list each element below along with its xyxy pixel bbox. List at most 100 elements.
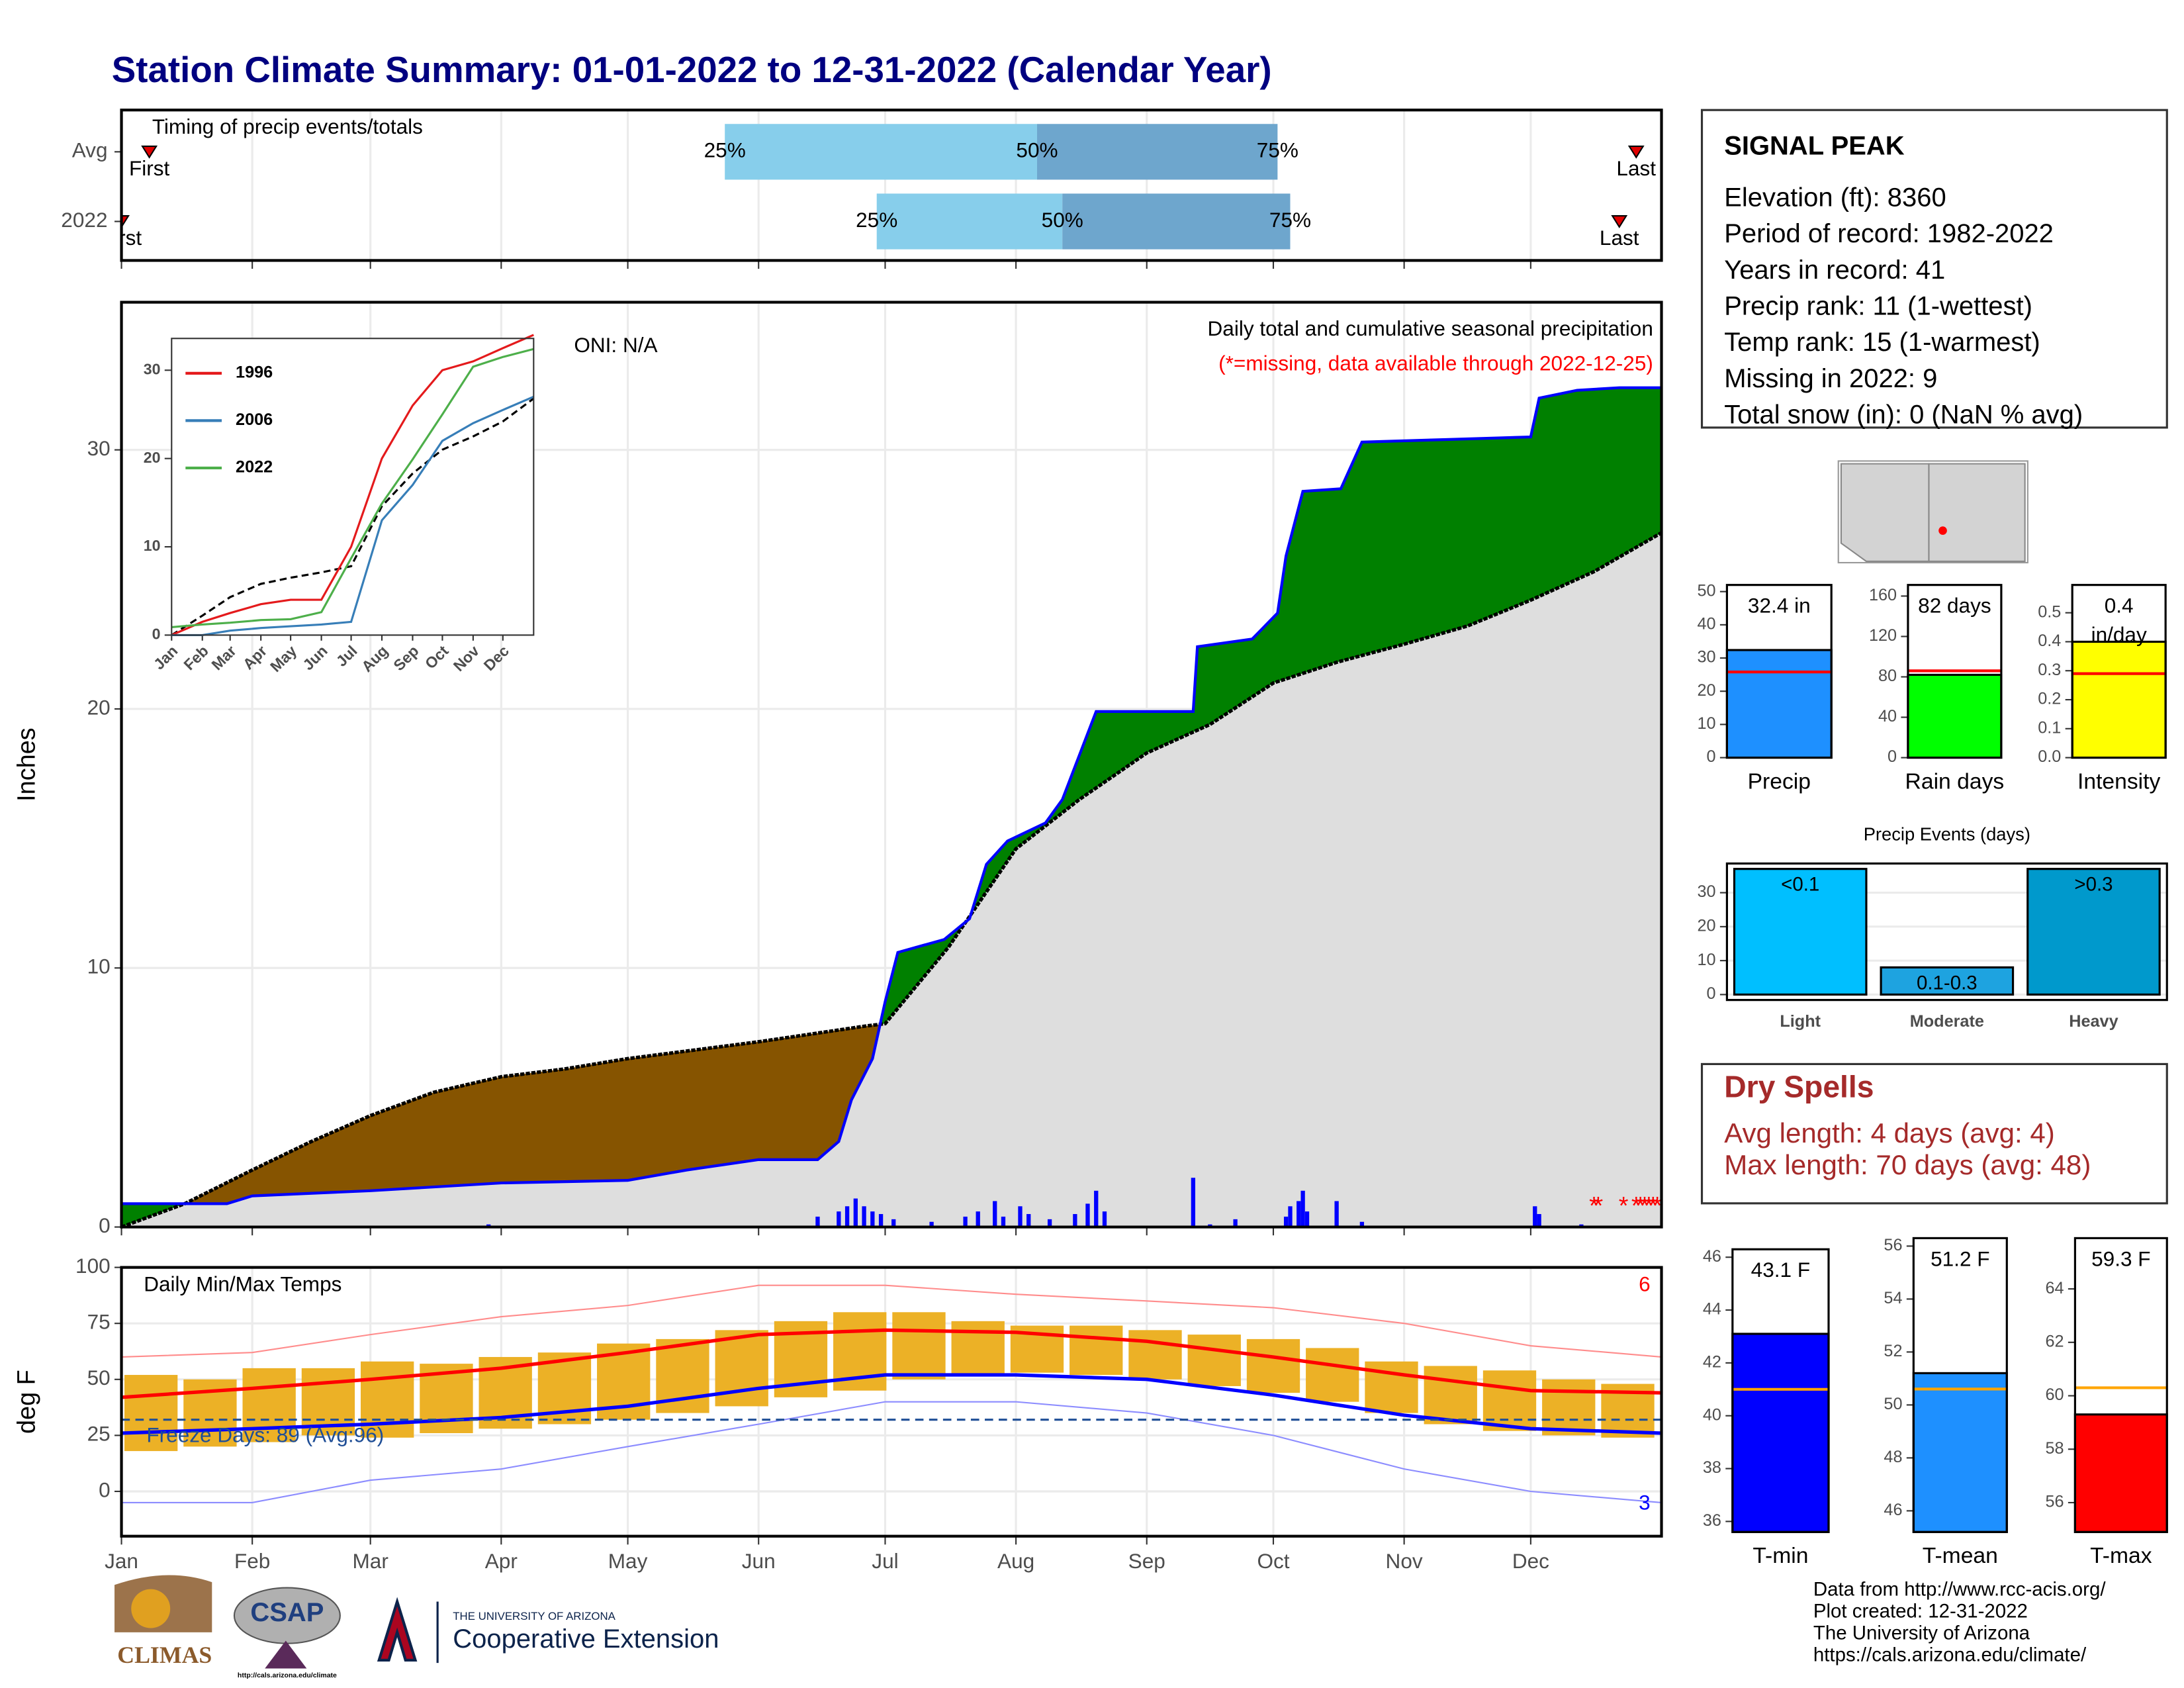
daily-precip-bar (878, 1214, 884, 1227)
csap-text: CSAP (250, 1598, 324, 1627)
quartile-label: 75% (1269, 208, 1311, 232)
temp-range-bar (1128, 1330, 1182, 1380)
info-line: Elevation (ft): 8360 (1724, 183, 1946, 212)
quartile-label: 25% (856, 208, 897, 232)
x-tick-label: Aug (997, 1549, 1034, 1573)
daily-precip-bar (1304, 1211, 1310, 1227)
y-tick-label: 64 (2045, 1279, 2064, 1297)
value-label: 51.2 F (1931, 1246, 1989, 1270)
category-label: Rain days (1905, 769, 2005, 794)
daily-precip-bar (993, 1201, 997, 1227)
annotation: ONI: N/A (574, 333, 657, 357)
y-tick-label: 62 (2045, 1332, 2064, 1350)
quartile-bar (1062, 193, 1291, 250)
summary-bar (1912, 1372, 2008, 1533)
chart-title: Daily total and cumulative seasonal prec… (1208, 316, 1653, 340)
quartile-label: 50% (1016, 138, 1058, 162)
x-tick-label: Jan (105, 1549, 138, 1573)
event-marker (141, 145, 158, 159)
quartile-bar (1036, 124, 1278, 180)
missing-marker: * (1653, 1192, 1662, 1220)
x-tick-label: Feb (234, 1549, 270, 1573)
map-state (1840, 463, 1930, 562)
freeze-annotation: Freeze Days: 89 (Avg:96) (146, 1423, 384, 1446)
event-label: Last (1600, 226, 1639, 250)
series-line (171, 395, 534, 636)
base-area (121, 387, 1662, 1227)
y-tick-label: 0 (1888, 747, 1897, 766)
bin-label: >0.3 (2074, 874, 2113, 896)
plot-frame (1912, 1237, 2008, 1533)
missing-marker: * (1640, 1192, 1650, 1220)
footer-line: Plot created: 12-31-2022 (1813, 1601, 2028, 1622)
y-tick-label: 50 (1697, 581, 1715, 600)
category-label: Moderate (1910, 1012, 1984, 1031)
dry-spell-line: Max length: 70 days (avg: 48) (1724, 1149, 2091, 1180)
y-tick-label: 20 (144, 449, 161, 466)
average-line (171, 397, 535, 636)
daily-precip-bar (1288, 1206, 1293, 1227)
y-tick-label: 52 (1884, 1342, 1902, 1360)
event-bar (2026, 868, 2161, 996)
y-tick-label: 40 (1697, 615, 1715, 633)
legend-label: 2006 (236, 410, 273, 429)
value-label: 43.1 F (1751, 1258, 1810, 1282)
y-tick-label: 56 (1884, 1236, 1902, 1254)
footer-line: https://cals.arizona.edu/climate/ (1813, 1644, 2087, 1666)
temp-range-bar (124, 1375, 178, 1452)
missing-marker: * (1589, 1192, 1599, 1220)
y-tick-label: 0.3 (2038, 661, 2061, 679)
temp-range-bar (1246, 1338, 1300, 1393)
y-tick-label: 54 (1884, 1289, 1902, 1307)
footer-line: The University of Arizona (1813, 1622, 2030, 1644)
y-tick-label: 40 (1878, 707, 1897, 726)
legend-label: 1996 (236, 363, 273, 382)
y-tick-label: 30 (1697, 648, 1715, 667)
y-tick-label: 20 (1697, 681, 1715, 700)
missing-marker: * (1594, 1192, 1604, 1220)
observed-line (121, 386, 1662, 1205)
daily-precip-bar (870, 1211, 875, 1227)
plot-frame (120, 109, 1663, 262)
y-tick-label: 10 (1697, 714, 1715, 733)
series-line (171, 334, 534, 636)
missing-marker: * (1631, 1192, 1641, 1220)
bin-label: 0.1-0.3 (1917, 972, 1978, 994)
state-map (1837, 460, 2028, 564)
csap-url: http://cals.arizona.edu/climate (238, 1671, 337, 1679)
y-tick-label: 20 (1697, 917, 1715, 935)
daily-precip-bar (1094, 1190, 1099, 1227)
y-tick-label: 10 (144, 537, 161, 554)
daily-precip-bar (1334, 1201, 1339, 1227)
x-tick-label: Sep (1128, 1549, 1165, 1573)
plot-frame (1907, 584, 2003, 759)
category-label: Intensity (2077, 769, 2161, 794)
series-line (171, 348, 534, 628)
record-low-line (121, 1401, 1662, 1503)
plot-frame (1731, 1248, 1830, 1533)
info-line: Temp rank: 15 (1-warmest) (1724, 328, 2040, 357)
y-tick-label: 44 (1703, 1300, 1721, 1319)
temp-range-bar (1069, 1325, 1123, 1376)
y-axis-title: deg F (13, 1370, 41, 1434)
y-tick-label: 30 (1697, 882, 1715, 901)
summary-bar (1725, 649, 1833, 759)
plot-frame (120, 301, 1663, 1229)
event-label: First (101, 226, 142, 250)
chart-title: Precip Events (days) (1864, 824, 2030, 845)
y-tick-label: 75 (87, 1310, 111, 1334)
footer-line: Data from http://www.rcc-acis.org/ (1813, 1579, 2106, 1601)
avg-max-line (121, 1328, 1662, 1399)
value-label: 59.3 F (2091, 1246, 2150, 1270)
station-name: SIGNAL PEAK (1724, 132, 1905, 161)
y-tick-label: 0 (1707, 747, 1716, 766)
dry-spell-line: Avg length: 4 days (avg: 4) (1724, 1117, 2055, 1149)
event-bar (1880, 966, 2015, 996)
y-tick-label: 46 (1884, 1501, 1902, 1519)
plot-frame (2073, 1237, 2168, 1533)
daily-precip-bar (1026, 1214, 1031, 1227)
row-label: Avg (72, 138, 108, 162)
avg-min-line (121, 1373, 1662, 1435)
y-tick-label: 10 (1697, 951, 1715, 969)
plot-frame (120, 1266, 1663, 1538)
